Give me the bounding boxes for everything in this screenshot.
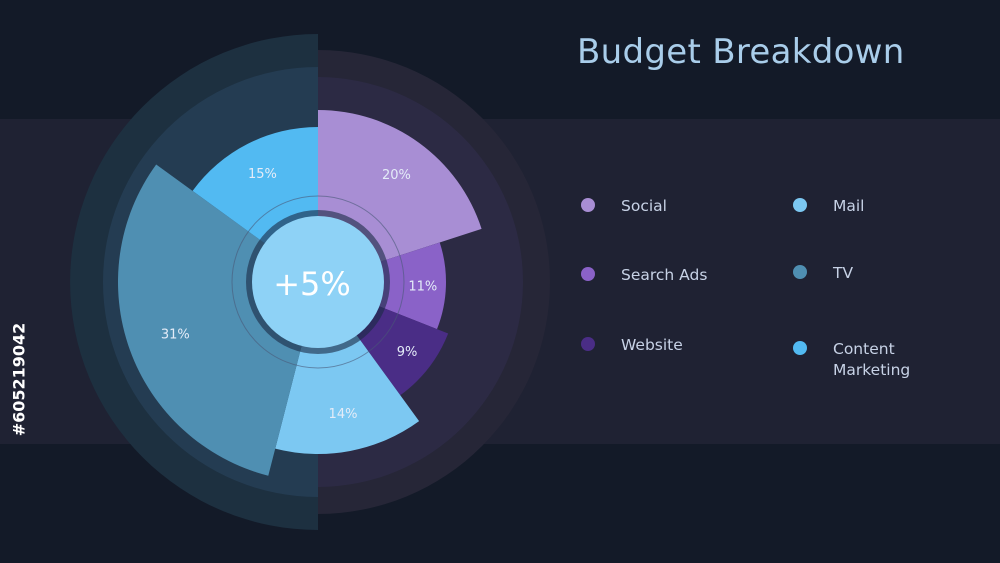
- slice-label: 20%: [382, 168, 411, 183]
- legend-label: Content Marketing: [833, 340, 911, 379]
- legend-label: Mail: [833, 197, 865, 215]
- legend-swatch: [793, 198, 807, 212]
- legend-swatch: [581, 337, 595, 351]
- legend-item-content-marketing: Content Marketing: [793, 339, 943, 381]
- legend-label: TV: [833, 264, 854, 282]
- chart-title: Budget Breakdown: [577, 32, 905, 72]
- slice-mail: [275, 332, 420, 454]
- legend-swatch: [793, 265, 807, 279]
- legend-swatch: [793, 341, 807, 355]
- slice-label: 9%: [397, 345, 418, 360]
- slice-content-marketing: [192, 127, 318, 246]
- legend-label: Social: [621, 197, 667, 215]
- legend-label: Website: [621, 336, 683, 354]
- slice-label: 31%: [161, 327, 190, 342]
- center-ring: [231, 195, 405, 369]
- center-label: +5%: [273, 265, 351, 303]
- legend-item-mail: Mail: [793, 196, 943, 217]
- slice-tv: [117, 164, 303, 476]
- legend-swatch: [581, 267, 595, 281]
- stock-id: #605219042: [9, 322, 29, 437]
- legend-item-website: Website: [581, 335, 731, 356]
- slice-label: 14%: [329, 407, 358, 422]
- center-disk: [252, 216, 384, 348]
- slice-search-ads: [375, 242, 446, 330]
- legend-item-tv: TV: [793, 263, 943, 284]
- slice-website: [354, 304, 449, 396]
- legend-item-social: Social: [581, 196, 731, 217]
- legend-label: Search Ads: [621, 266, 708, 284]
- slice-label: 11%: [408, 279, 437, 294]
- slice-label: 15%: [248, 167, 277, 182]
- legend-item-search-ads: Search Ads: [581, 265, 731, 286]
- legend-swatch: [581, 198, 595, 212]
